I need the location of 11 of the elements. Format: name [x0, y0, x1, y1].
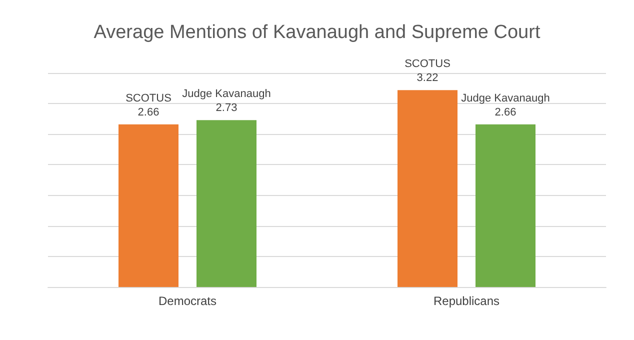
- text: Judge Kavanaugh: [182, 88, 271, 100]
- text: Judge Kavanaugh: [461, 92, 550, 104]
- data-label: 3.22: [416, 72, 438, 84]
- data-label: 2.73: [216, 102, 238, 114]
- chart-title: Average Mentions of Kavanaugh and Supreme Court: [94, 22, 541, 43]
- x-tick-label: Republicans: [433, 294, 500, 308]
- series-label: SCOTUS: [126, 92, 172, 104]
- data-label: 2.66: [138, 106, 160, 118]
- text: SCOTUS: [404, 58, 450, 70]
- x-tick-label: Democrats: [158, 294, 217, 308]
- data-label: 2.66: [494, 106, 516, 118]
